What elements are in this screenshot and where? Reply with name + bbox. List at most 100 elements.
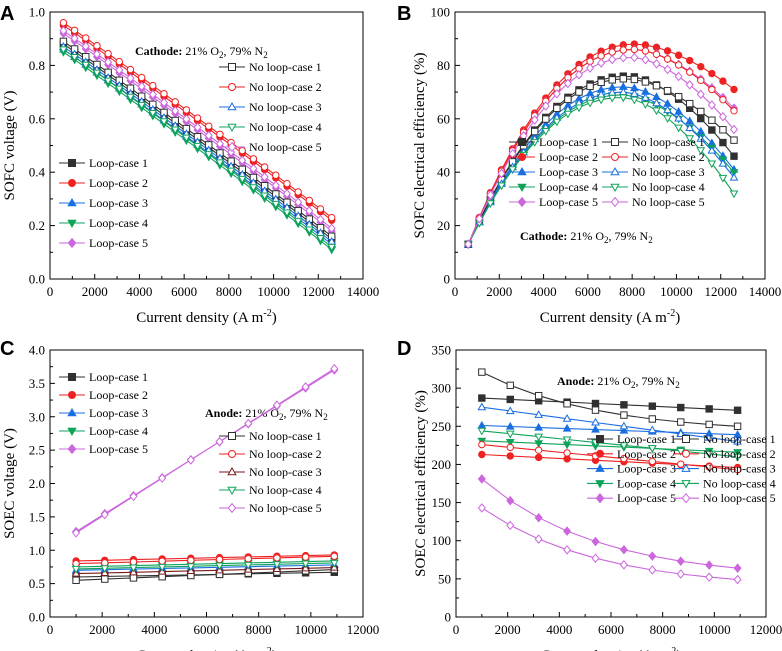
y-tick-label: 1.0: [29, 543, 45, 558]
data-point: [293, 217, 303, 226]
data-point: [316, 214, 325, 225]
data-point: [104, 57, 113, 67]
data-point: [697, 62, 705, 71]
data-point: [478, 440, 486, 449]
legend-noloop: No loop-case 1No loop-case 2No loop-case…: [673, 432, 776, 505]
data-point: [244, 555, 252, 563]
data-point: [505, 406, 515, 415]
x-tick-label: 2000: [495, 622, 521, 637]
y-tick-label: 100: [431, 5, 451, 20]
data-point: [534, 446, 543, 454]
data-point: [591, 536, 600, 547]
data-point: [70, 54, 79, 62]
data-point: [708, 85, 716, 94]
data-point: [187, 556, 195, 565]
legend-marker: [227, 466, 237, 476]
data-point: [686, 68, 694, 76]
data-point: [478, 368, 486, 376]
y-tick-label: 0.4: [29, 165, 46, 180]
x-axis-label: Current density (A m-2): [541, 646, 681, 651]
y-axis-label: SOEC voltage (V): [2, 428, 18, 539]
data-point: [82, 34, 90, 42]
data-point: [129, 574, 138, 582]
series-no-loop-case-4: [477, 427, 742, 462]
data-point: [92, 69, 102, 78]
y-tick-label: 80: [437, 58, 450, 73]
data-point: [674, 71, 683, 82]
legend-label: Loop-case 2: [617, 447, 676, 461]
legend-marker: [67, 197, 77, 207]
legend-label: No loop-case 3: [249, 465, 322, 479]
x-tick-label: 10000: [257, 284, 290, 299]
data-point: [597, 52, 605, 60]
data-point: [729, 124, 739, 135]
data-point: [193, 142, 202, 151]
data-point: [237, 175, 247, 184]
legend-marker: [227, 486, 237, 496]
data-point: [72, 559, 80, 568]
y-tick-label: 0.8: [29, 58, 45, 73]
legend-label: Loop-case 1: [539, 135, 598, 149]
series-line: [75, 368, 335, 534]
legend-marker: [67, 443, 77, 455]
data-point: [719, 138, 727, 147]
data-point: [114, 85, 124, 94]
x-tick-label: 0: [452, 284, 459, 299]
legend-label: Loop-case 1: [89, 156, 148, 170]
x-tick-label: 10000: [698, 622, 731, 637]
data-point: [100, 565, 110, 573]
legend-label: No loop-case 3: [703, 462, 776, 476]
data-point: [244, 418, 253, 429]
data-point: [204, 151, 214, 159]
y-tick-label: 0.2: [29, 218, 45, 233]
legend-marker: [517, 183, 527, 193]
chart-panel-a: A 0 2000 4000 6000 8000 10000 12000 14000 0.0 0.2 0…: [0, 3, 379, 326]
annotation-sub: 2: [219, 50, 224, 60]
data-point: [215, 138, 224, 149]
series-line: [481, 406, 738, 443]
series-line: [481, 424, 738, 436]
y-tick-label: 350: [432, 343, 452, 358]
data-point: [129, 564, 138, 573]
x-tick-label: 4000: [531, 284, 557, 299]
x-tick-label: 10000: [660, 284, 693, 299]
data-point: [72, 528, 81, 538]
legend-marker: [227, 141, 237, 153]
data-point: [81, 61, 91, 70]
series-no-loop-case-1: [478, 368, 742, 430]
series-no-loop-case-5: [477, 503, 742, 585]
series-line: [76, 564, 335, 571]
data-point: [182, 106, 191, 114]
data-point: [477, 420, 487, 429]
data-point: [486, 200, 495, 209]
data-point: [193, 114, 202, 122]
annotation-sub: 2: [648, 235, 653, 245]
x-axis-label-sup: -2: [263, 308, 271, 319]
annotation-text: , 79% N: [636, 374, 676, 388]
data-point: [663, 105, 672, 114]
data-point: [329, 559, 339, 568]
data-point: [629, 89, 639, 97]
data-point: [271, 180, 280, 191]
legend-marker: [68, 391, 76, 399]
series-line: [76, 555, 335, 565]
data-point: [534, 422, 544, 431]
x-tick-label: 6000: [598, 622, 624, 637]
data-point: [534, 453, 543, 462]
y-tick-label: 60: [437, 111, 450, 126]
annotation-sub: 2: [279, 412, 284, 422]
data-point: [641, 54, 650, 65]
y-tick-label: 4.0: [29, 343, 45, 358]
data-point: [316, 205, 325, 213]
legend-label: Loop-case 1: [617, 432, 676, 446]
data-point: [730, 85, 738, 94]
data-point: [477, 427, 487, 436]
x-tick-label: 4000: [126, 284, 152, 299]
legend-marker: [228, 83, 236, 91]
y-axis-label: SOFC electrical efficiency (%): [412, 53, 428, 239]
legend-marker: [682, 435, 690, 443]
chart-panel-b: B 0 2000 4000 6000 8000 10000 12000 14000 0 20 40 60…: [397, 3, 781, 326]
data-point: [477, 474, 486, 484]
data-point: [294, 197, 303, 208]
series-line: [481, 444, 738, 471]
